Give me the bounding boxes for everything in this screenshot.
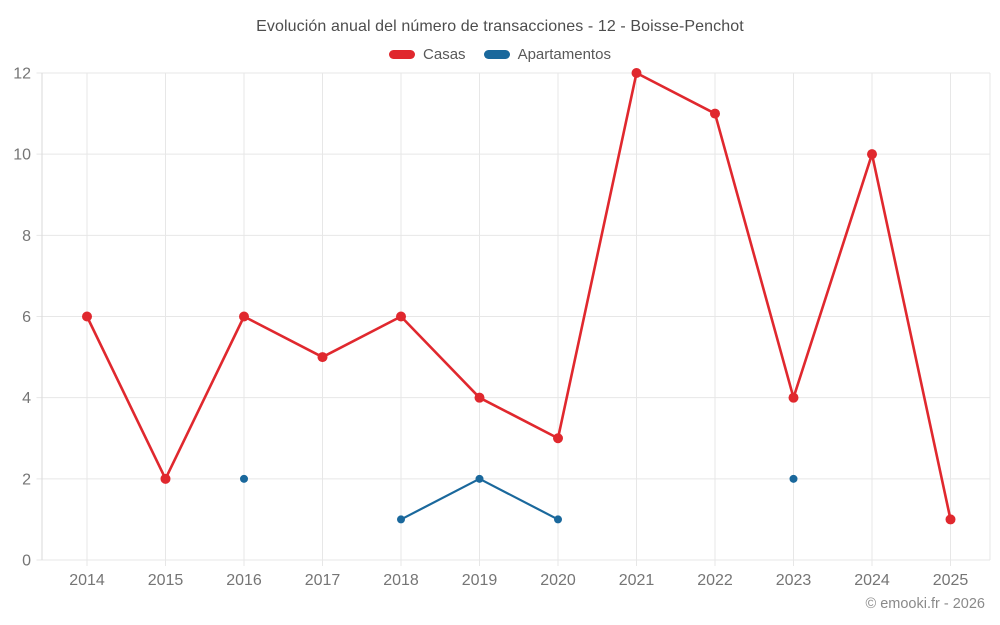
legend-swatch-apartamentos-icon: [483, 50, 510, 59]
data-point-apartamentos: [397, 515, 405, 524]
x-tick-label: 2023: [776, 572, 812, 589]
legend-label-casas: Casas: [423, 46, 466, 63]
legend-item-apartamentos[interactable]: Apartamentos: [483, 46, 611, 63]
legend-swatch-casas-icon: [389, 50, 416, 59]
data-point-casas: [239, 311, 249, 322]
x-tick-label: 2016: [226, 572, 262, 589]
x-tick-label: 2018: [383, 572, 419, 589]
data-point-casas: [82, 311, 92, 322]
data-point-apartamentos: [554, 515, 562, 524]
data-point-casas: [317, 352, 328, 363]
x-tick-label: 2017: [305, 572, 341, 589]
legend-item-casas[interactable]: Casas: [389, 46, 466, 63]
data-point-casas: [396, 311, 406, 322]
x-tick-label: 2014: [69, 572, 105, 589]
y-tick-label: 8: [22, 228, 31, 245]
chart-title: Evolución anual del número de transaccio…: [256, 18, 744, 35]
y-tick-label: 12: [13, 66, 31, 83]
legend-label-apartamentos: Apartamentos: [517, 46, 611, 63]
data-point-casas: [160, 473, 171, 484]
data-point-apartamentos: [789, 474, 798, 483]
x-tick-label: 2024: [854, 572, 890, 589]
data-point-apartamentos: [475, 474, 484, 483]
x-tick-label: 2022: [697, 572, 733, 589]
data-point-casas: [553, 433, 563, 444]
data-point-casas: [788, 392, 799, 403]
data-point-casas: [474, 392, 485, 403]
data-point-casas: [631, 68, 642, 78]
x-tick-label: 2020: [540, 572, 576, 589]
data-point-casas: [945, 514, 956, 525]
y-tick-label: 4: [22, 390, 31, 407]
y-tick-label: 10: [13, 147, 31, 164]
data-point-apartamentos: [240, 474, 248, 483]
data-point-casas: [867, 149, 877, 160]
x-tick-label: 2021: [619, 572, 655, 589]
chart-legend: Casas Apartamentos: [0, 46, 1000, 63]
x-tick-label: 2015: [148, 572, 184, 589]
y-tick-label: 0: [22, 553, 31, 570]
attribution-text: © emooki.fr - 2026: [865, 596, 985, 612]
y-tick-label: 2: [22, 471, 31, 488]
y-tick-label: 6: [22, 309, 31, 326]
x-tick-label: 2025: [933, 572, 969, 589]
data-point-casas: [710, 108, 720, 119]
series-line-casas: [85, 71, 952, 521]
x-tick-label: 2019: [462, 572, 498, 589]
